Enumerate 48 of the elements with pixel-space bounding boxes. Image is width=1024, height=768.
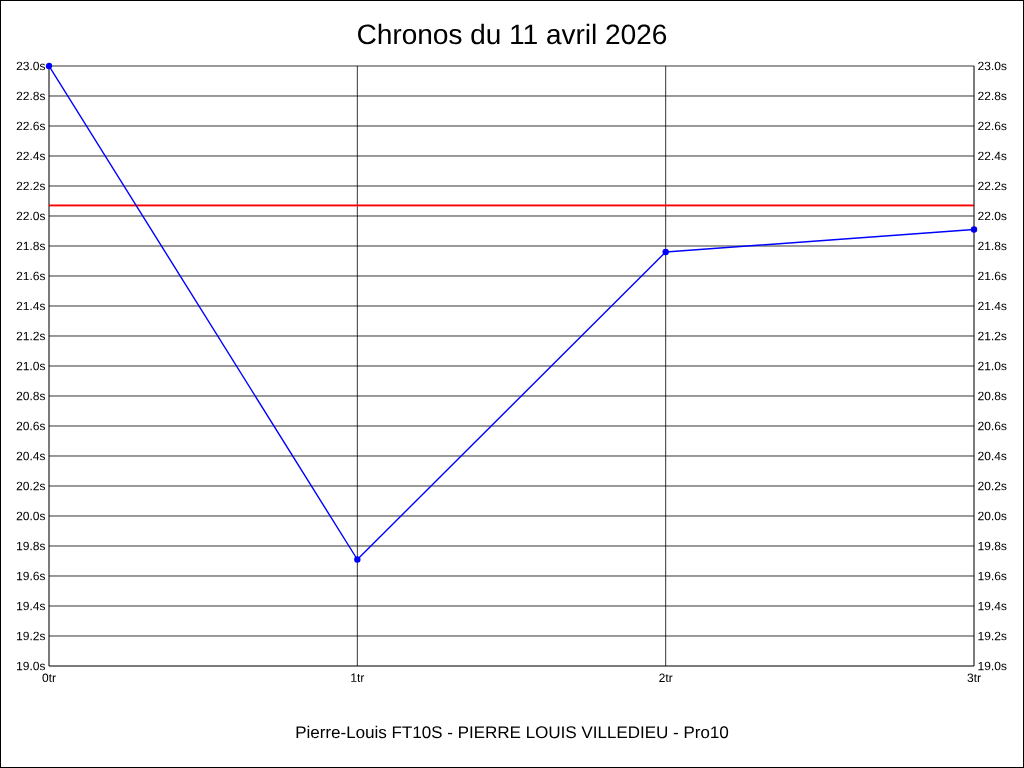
y-tick-label: 21.6s [16,271,46,281]
y2-tick-label: 20.0s [978,511,1007,521]
y2-tick-label: 19.8s [978,541,1007,551]
x-tick-label: 0tr [42,673,56,683]
x-tick-label: 1tr [351,673,365,682]
y2-tick-label: 22.2s [978,181,1007,191]
y2-tick-label: 19.6s [978,571,1007,581]
y2-tick-label: 21.2s [978,331,1007,341]
y-tick-label: 21.4s [16,301,46,311]
y-tick-label: 20.8s [16,391,46,401]
y-tick-label: 19.6s [17,571,46,581]
y-tick-label: 22.8s [16,91,46,101]
y2-tick-label: 21.6s [978,271,1007,281]
x-tick-label: 3tr [967,673,981,683]
y2-tick-label: 22.6s [978,121,1007,131]
y2-tick-label: 19.2s [978,631,1007,641]
y2-tick-label: 20.2s [978,481,1007,491]
y-tick-label: 20.2s [16,481,46,491]
y-tick-label: 20.4s [16,451,46,461]
x-axis-title: Pierre-Louis FT10S - PIERRE LOUIS VILLEDIEU - Pro10 [296,725,729,739]
y-tick-label: 21.8s [16,241,46,251]
y2-tick-label: 19.4s [978,601,1007,611]
x-tick-label: 2tr [659,673,673,683]
y-tick-label: 22.0s [16,211,46,221]
y2-tick-label: 22.8s [978,91,1007,101]
y-tick-label: 19.0s [17,661,46,671]
y-tick-label: 22.2s [16,181,46,191]
y-tick-label: 20.0s [16,511,46,521]
y-tick-label: 19.2s [17,631,46,641]
y2-tick-label: 22.0s [978,211,1007,221]
y2-tick-label: 20.8s [978,391,1007,401]
y-tick-label: 22.6s [16,121,46,131]
y2-tick-label: 21.0s [978,361,1007,371]
y-tick-label: 20.6s [16,421,46,431]
y2-tick-label: 21.4s [978,301,1007,311]
y-tick-label: 23.0s [16,61,46,71]
y-tick-label: 21.0s [16,361,46,371]
y-tick-label: 19.4s [17,601,46,611]
y2-tick-label: 21.8s [978,241,1007,251]
y-tick-label: 22.4s [16,151,46,161]
chart-title: Chronos du 11 avril 2026 [358,23,667,45]
y2-tick-label: 20.4s [978,451,1007,461]
y-tick-label: 19.8s [17,541,46,551]
y2-tick-label: 20.6s [978,421,1007,431]
y2-tick-label: 22.4s [978,151,1007,161]
y-tick-label: 21.2s [16,331,46,341]
y2-tick-label: 19.0s [978,661,1007,671]
y2-tick-label: 23.0s [978,61,1007,71]
